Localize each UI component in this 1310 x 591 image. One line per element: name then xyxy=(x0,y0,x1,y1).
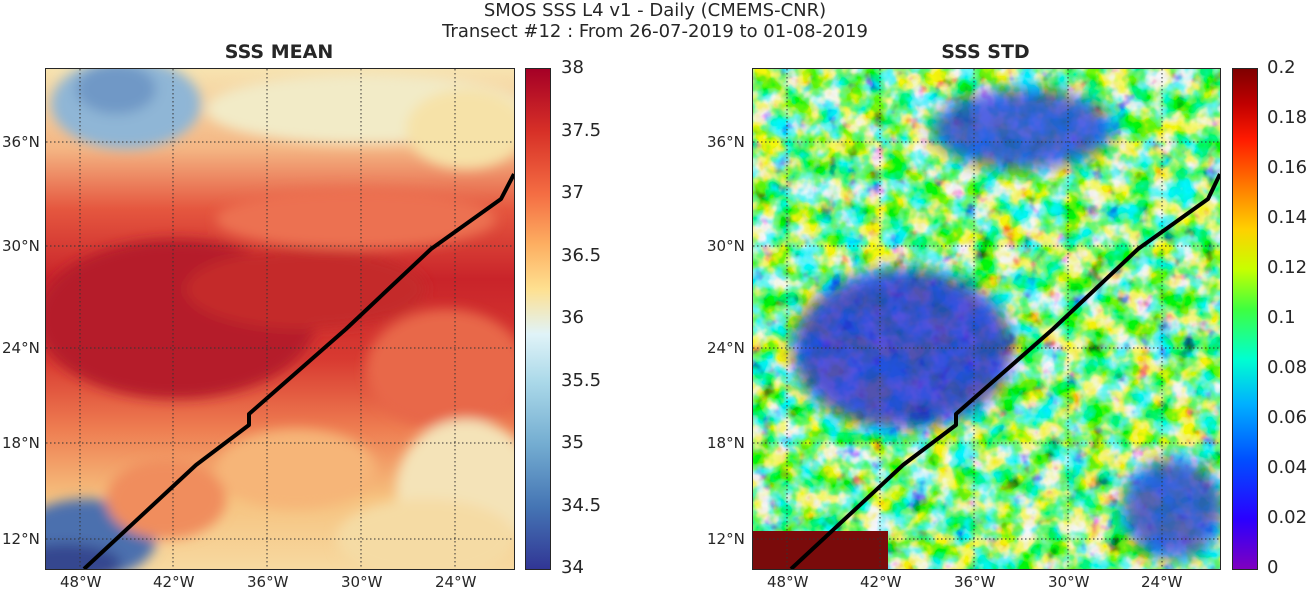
lon-tick-30w: 30°W xyxy=(341,573,383,591)
colorbar-tick-label: 0.08 xyxy=(1267,357,1308,378)
colorbar-tick-label: 0.06 xyxy=(1267,407,1308,428)
colorbar-tick-label: 0 xyxy=(1267,557,1279,578)
lat-tick-30n: 30°N xyxy=(2,237,40,255)
lat-tick-24n: 24°N xyxy=(707,339,745,357)
transect-line xyxy=(789,173,1220,569)
colorbar-tick-label: 0.2 xyxy=(1267,57,1296,78)
colorbar-tick-label: 38 xyxy=(561,57,584,78)
panel-title-sss-std: SSS STD xyxy=(941,41,1030,63)
lon-tick-36w: 36°W xyxy=(247,573,289,591)
colorbar-tick-label: 35.5 xyxy=(561,369,602,391)
figure-title-line2: Transect #12 : From 26-07-2019 to 01-08-… xyxy=(442,21,868,42)
colorbar-tick-label: 36.5 xyxy=(561,244,602,266)
lat-tick-36n: 36°N xyxy=(2,133,40,151)
colorbar-tick-label: 0.04 xyxy=(1267,457,1308,478)
lat-tick-36n: 36°N xyxy=(707,133,745,151)
colorbar-tick-label: 35 xyxy=(561,432,584,453)
lat-tick-12n: 12°N xyxy=(2,530,40,548)
colorbar-tick-label: 37 xyxy=(561,182,584,203)
sss-mean-map xyxy=(45,68,515,570)
lon-tick-48w: 48°W xyxy=(767,573,809,591)
colorbar-tick-label: 0.14 xyxy=(1267,207,1308,228)
colorbar-tick-label: 0.02 xyxy=(1267,507,1308,528)
lon-tick-36w: 36°W xyxy=(954,573,996,591)
sss-std-colorbar xyxy=(1232,68,1258,570)
colorbar-tick-label: 34.5 xyxy=(561,494,602,516)
lon-tick-42w: 42°W xyxy=(153,573,195,591)
colorbar-tick-label: 34 xyxy=(561,557,584,578)
lat-tick-18n: 18°N xyxy=(707,434,745,452)
colorbar-tick-label: 36 xyxy=(561,307,584,328)
lat-tick-18n: 18°N xyxy=(2,434,40,452)
lat-tick-24n: 24°N xyxy=(2,339,40,357)
colorbar-tick-label: 0.16 xyxy=(1267,157,1308,178)
figure-title-line1: SMOS SSS L4 v1 - Daily (CMEMS-CNR) xyxy=(483,0,827,21)
sss-mean-colorbar xyxy=(525,68,551,570)
lon-tick-48w: 48°W xyxy=(60,573,102,591)
lat-tick-30n: 30°N xyxy=(707,237,745,255)
lon-tick-42w: 42°W xyxy=(860,573,902,591)
colorbar-tick-label: 0.1 xyxy=(1267,307,1296,328)
sss-std-map xyxy=(752,68,1221,570)
colorbar-tick-label: 0.12 xyxy=(1267,257,1308,278)
colorbar-tick-label: 0.18 xyxy=(1267,107,1308,128)
lon-tick-24w: 24°W xyxy=(1141,573,1183,591)
panel-title-sss-mean: SSS MEAN xyxy=(224,41,334,63)
lat-tick-12n: 12°N xyxy=(707,530,745,548)
lon-tick-30w: 30°W xyxy=(1048,573,1090,591)
lon-tick-24w: 24°W xyxy=(435,573,477,591)
colorbar-tick-label: 37.5 xyxy=(561,119,602,141)
transect-line xyxy=(82,173,514,569)
